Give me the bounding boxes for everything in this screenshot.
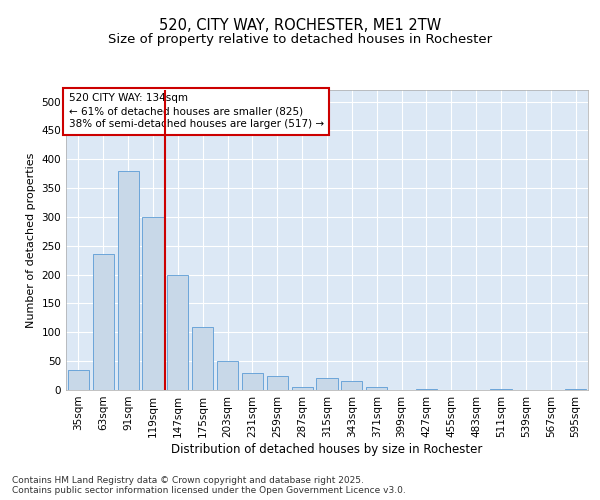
- Bar: [192, 326, 213, 390]
- Bar: [68, 370, 89, 390]
- Text: Contains HM Land Registry data © Crown copyright and database right 2025.: Contains HM Land Registry data © Crown c…: [12, 476, 364, 485]
- Text: Contains public sector information licensed under the Open Government Licence v3: Contains public sector information licen…: [12, 486, 406, 495]
- X-axis label: Distribution of detached houses by size in Rochester: Distribution of detached houses by size …: [172, 442, 482, 456]
- Bar: [118, 171, 139, 390]
- Bar: [217, 361, 238, 390]
- Bar: [93, 254, 114, 390]
- Bar: [167, 274, 188, 390]
- Text: Size of property relative to detached houses in Rochester: Size of property relative to detached ho…: [108, 32, 492, 46]
- Y-axis label: Number of detached properties: Number of detached properties: [26, 152, 36, 328]
- Text: 520, CITY WAY, ROCHESTER, ME1 2TW: 520, CITY WAY, ROCHESTER, ME1 2TW: [159, 18, 441, 32]
- Bar: [142, 217, 164, 390]
- Bar: [316, 378, 338, 390]
- Bar: [242, 372, 263, 390]
- Bar: [341, 382, 362, 390]
- Bar: [366, 387, 387, 390]
- Bar: [267, 376, 288, 390]
- Text: 520 CITY WAY: 134sqm
← 61% of detached houses are smaller (825)
38% of semi-deta: 520 CITY WAY: 134sqm ← 61% of detached h…: [68, 93, 324, 130]
- Bar: [292, 387, 313, 390]
